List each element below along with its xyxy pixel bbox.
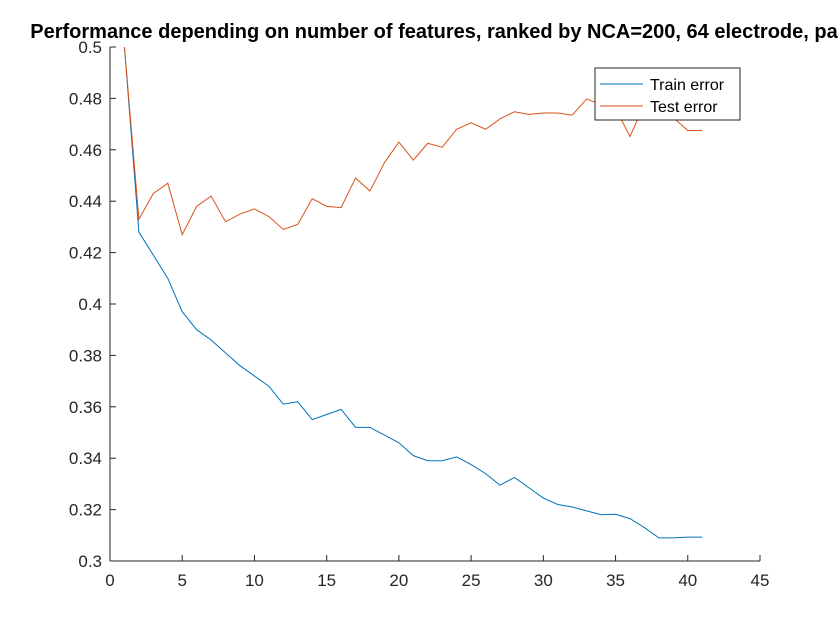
train-error-line: [123, 46, 703, 539]
chart-title: Performance depending on number of featu…: [30, 21, 838, 43]
x-tick-label: 25: [462, 571, 481, 590]
y-tick-label: 0.32: [69, 501, 102, 520]
x-tick-label: 15: [317, 571, 336, 590]
y-tick-label: 0.34: [69, 449, 102, 468]
y-tick-label: 0.38: [69, 346, 102, 365]
y-tick-label: 0.44: [69, 192, 102, 211]
legend: Train error Test error: [594, 67, 741, 121]
x-tick-label: 35: [606, 571, 625, 590]
series-lines: [123, 46, 703, 539]
x-tick-label: 45: [751, 571, 770, 590]
x-tick-label: 30: [534, 571, 553, 590]
y-tick-label: 0.36: [69, 398, 102, 417]
y-tick-label: 0.46: [69, 141, 102, 160]
x-tick-label: 5: [177, 571, 186, 590]
x-tick-label: 10: [245, 571, 264, 590]
y-tick-label: 0.42: [69, 244, 102, 263]
legend-label-train: Train error: [650, 77, 725, 94]
y-tick-label: 0.4: [78, 295, 102, 314]
legend-box: [594, 67, 741, 121]
y-tick-label: 0.3: [78, 552, 102, 571]
legend-label-test: Test error: [650, 99, 718, 116]
x-tick-label: 20: [389, 571, 408, 590]
plot-axes: 0 5 10 15 20 25 30 35 40 45 0.3 0.32 0.34 0.36 0.38 0.4…: [69, 38, 770, 590]
y-tick-label: 0.5: [78, 38, 102, 57]
x-tick-label: 0: [105, 571, 114, 590]
x-tick-label: 40: [678, 571, 697, 590]
y-tick-label: 0.48: [69, 89, 102, 108]
